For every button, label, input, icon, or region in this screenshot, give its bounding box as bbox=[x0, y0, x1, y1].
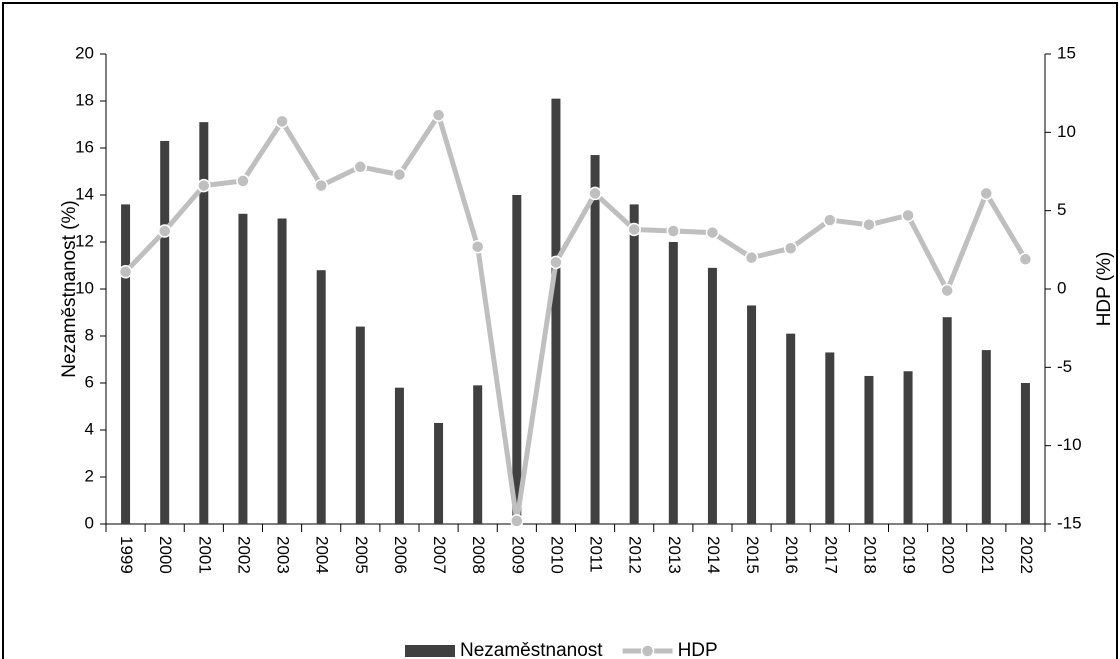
bar bbox=[786, 333, 796, 524]
y-tick-label: 16 bbox=[75, 137, 94, 156]
bar bbox=[238, 213, 248, 525]
x-tick-label: 2007 bbox=[430, 536, 449, 574]
y-tick-label: 12 bbox=[75, 231, 94, 250]
line-marker bbox=[275, 114, 289, 129]
bar bbox=[355, 326, 365, 524]
y-tick-label: 0 bbox=[85, 513, 94, 532]
y2-tick-label: -15 bbox=[1057, 513, 1082, 532]
legend-label: HDP bbox=[678, 640, 718, 659]
line bbox=[123, 112, 1028, 524]
bar bbox=[473, 385, 483, 524]
bar bbox=[199, 122, 209, 525]
line-marker bbox=[510, 514, 524, 528]
bar bbox=[747, 305, 757, 524]
x-tick-label: 2002 bbox=[234, 536, 253, 574]
bar bbox=[981, 350, 991, 524]
y-tick-label: 20 bbox=[75, 43, 94, 62]
y2-tick-label: -10 bbox=[1057, 435, 1082, 454]
line-marker bbox=[549, 255, 563, 270]
y-tick-label: 18 bbox=[75, 90, 94, 109]
x-tick-label: 2014 bbox=[704, 536, 723, 574]
bar bbox=[942, 317, 952, 524]
line-marker bbox=[353, 160, 368, 174]
x-tick-label: 2004 bbox=[313, 536, 332, 574]
line-marker bbox=[197, 178, 211, 193]
x-tick-label: 2006 bbox=[391, 536, 410, 574]
x-tick-label: 2016 bbox=[782, 536, 801, 574]
line-marker bbox=[157, 224, 172, 238]
x-tick-label: 2000 bbox=[156, 536, 175, 574]
legend-marker bbox=[640, 644, 655, 658]
y2-axis-label: HDP (%) bbox=[1094, 252, 1115, 327]
line-marker bbox=[666, 224, 681, 238]
bar bbox=[512, 195, 522, 524]
legend-swatch bbox=[405, 645, 455, 657]
bar bbox=[825, 352, 835, 524]
x-tick-label: 2011 bbox=[587, 536, 606, 573]
y-tick-label: 4 bbox=[85, 419, 94, 438]
bar bbox=[316, 270, 326, 524]
x-tick-label: 2020 bbox=[939, 536, 958, 574]
x-tick-label: 2017 bbox=[821, 536, 840, 574]
x-tick-label: 2009 bbox=[508, 536, 527, 574]
bar bbox=[1020, 383, 1030, 524]
line-marker bbox=[823, 213, 837, 227]
line-marker bbox=[392, 167, 407, 182]
y-tick-label: 2 bbox=[85, 466, 94, 485]
line-marker bbox=[940, 283, 954, 298]
line-marker bbox=[236, 174, 250, 188]
bar bbox=[707, 267, 717, 524]
line-marker bbox=[627, 222, 641, 237]
y-tick-label: 6 bbox=[85, 372, 94, 391]
line-marker bbox=[1018, 252, 1033, 266]
x-tick-label: 2019 bbox=[900, 536, 919, 574]
y2-tick-label: 0 bbox=[1057, 278, 1066, 297]
line-marker bbox=[744, 250, 759, 265]
x-tick-label: 2003 bbox=[274, 536, 293, 574]
line-marker bbox=[901, 208, 915, 223]
line-marker bbox=[783, 241, 798, 256]
x-tick-label: 2015 bbox=[743, 536, 762, 574]
bar bbox=[551, 98, 561, 525]
line-marker bbox=[862, 218, 876, 232]
bar bbox=[434, 422, 444, 524]
y-tick-label: 14 bbox=[75, 184, 94, 203]
x-tick-label: 2005 bbox=[352, 536, 371, 574]
x-tick-label: 2010 bbox=[547, 536, 566, 574]
line-marker bbox=[979, 186, 994, 201]
bar bbox=[160, 140, 170, 524]
bar bbox=[864, 375, 874, 524]
y-tick-label: 8 bbox=[85, 325, 94, 344]
line-marker bbox=[705, 225, 720, 240]
y-tick-label: 10 bbox=[75, 278, 94, 297]
y2-tick-label: 5 bbox=[1057, 200, 1066, 219]
x-tick-label: 2022 bbox=[1017, 536, 1036, 574]
bar bbox=[394, 387, 404, 524]
bar bbox=[277, 218, 287, 524]
legend-label: Nezaměstnanost bbox=[460, 640, 603, 659]
x-tick-label: 2013 bbox=[665, 536, 684, 574]
x-tick-label: 2012 bbox=[626, 536, 645, 574]
bar bbox=[121, 204, 131, 524]
bar bbox=[903, 371, 913, 524]
y2-tick-label: 15 bbox=[1057, 43, 1076, 62]
line-marker bbox=[431, 108, 446, 122]
line-marker bbox=[588, 186, 602, 201]
bar bbox=[629, 204, 639, 524]
x-tick-label: 2001 bbox=[195, 536, 214, 574]
line-marker bbox=[314, 178, 328, 193]
x-tick-label: 2008 bbox=[469, 536, 488, 574]
line-marker bbox=[118, 265, 133, 279]
bar bbox=[668, 242, 678, 524]
x-tick-label: 1999 bbox=[117, 536, 136, 574]
y2-tick-label: -5 bbox=[1057, 357, 1072, 376]
x-tick-label: 2018 bbox=[860, 536, 879, 574]
x-tick-label: 2021 bbox=[978, 536, 997, 574]
y2-tick-label: 10 bbox=[1057, 122, 1076, 141]
bar bbox=[590, 155, 600, 525]
y-axis-label: Nezaměstnanost (%) bbox=[59, 200, 80, 377]
line-marker bbox=[470, 239, 485, 254]
